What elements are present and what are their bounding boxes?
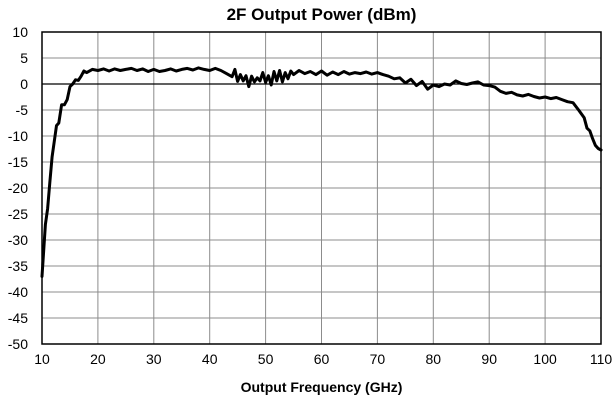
x-tick-label: 50 [258, 351, 274, 367]
x-axis-label: Output Frequency (GHz) [241, 379, 403, 395]
chart-title: 2F Output Power (dBm) [227, 5, 417, 24]
y-tick-label: -5 [16, 102, 29, 118]
tick-labels: 10 20 30 40 50 60 70 80 90 100 1101050-5-10-15-20-… [8, 24, 613, 367]
y-tick-label: -50 [8, 336, 28, 352]
y-tick-label: -35 [8, 258, 28, 274]
x-tick-label: 80 [426, 351, 442, 367]
x-tick-label: 60 [314, 351, 330, 367]
y-tick-label: -10 [8, 128, 28, 144]
x-tick-label: 30 [146, 351, 162, 367]
y-tick-label: -30 [8, 232, 28, 248]
y-tick-label: -25 [8, 206, 28, 222]
gridlines [41, 31, 602, 345]
x-tick-label: 40 [202, 351, 218, 367]
y-tick-label: -20 [8, 180, 28, 196]
x-tick-label: 10 [34, 351, 50, 367]
x-tick-label: 20 [90, 351, 106, 367]
x-tick-label: 110 [590, 351, 613, 367]
x-tick-label: 100 [533, 351, 557, 367]
series-line-0 [40, 66, 603, 278]
y-tick-label: 10 [12, 24, 28, 40]
y-tick-label: -45 [8, 310, 28, 326]
series-layer [40, 66, 603, 278]
x-tick-label: 70 [370, 351, 386, 367]
x-tick-label: 90 [481, 351, 497, 367]
plot-frame [41, 31, 602, 345]
y-tick-label: -15 [8, 154, 28, 170]
y-tick-label: 5 [20, 50, 28, 66]
y-tick-label: 0 [20, 76, 28, 92]
y-tick-label: -40 [8, 284, 28, 300]
